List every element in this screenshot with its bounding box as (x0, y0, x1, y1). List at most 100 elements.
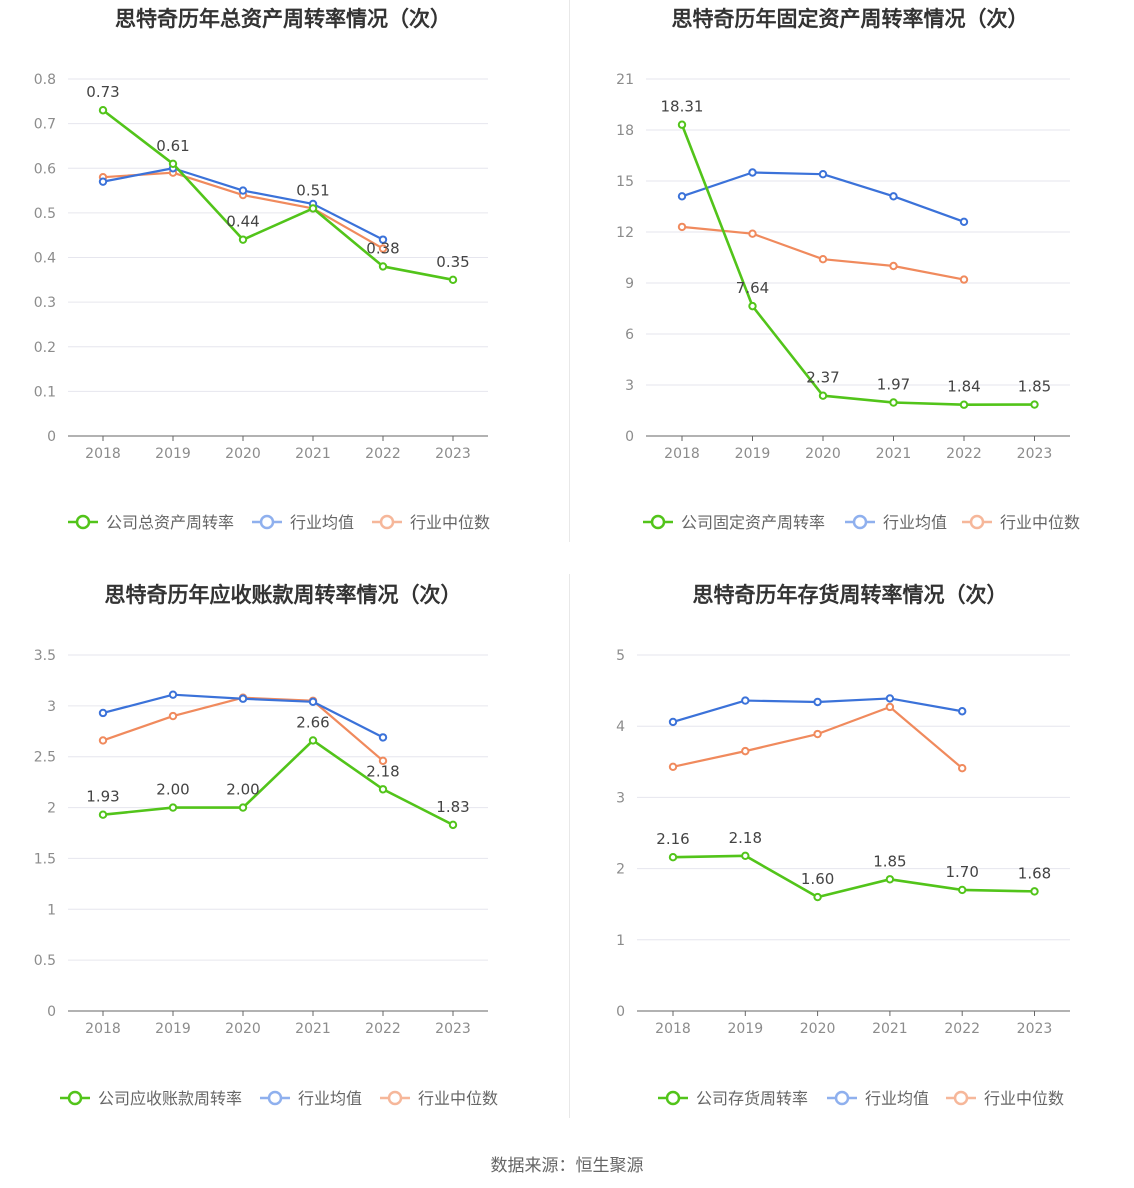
x-tick-label: 2019 (155, 446, 191, 462)
data-label: 1.97 (877, 376, 910, 394)
chart-panel-fixed-asset-turnover: 思特奇历年固定资产周转率情况（次） 0 3 6 9 12 15 18 21 2018 2019 202… (567, 0, 1134, 576)
legend-item-company[interactable]: 公司总资产周转率 (68, 513, 234, 532)
data-label: 2.18 (729, 829, 762, 847)
legend-item-median[interactable]: 行业中位数 (946, 1089, 1064, 1108)
x-tick-label: 2018 (85, 1021, 121, 1037)
x-tick-label: 2022 (365, 446, 401, 462)
chart-svg-receivables-turnover: 思特奇历年应收账款周转率情况（次） 0 0.5 1 1.5 2 2.5 3 3.5 2018 201… (34, 583, 498, 1108)
data-label: 2.66 (296, 713, 329, 731)
data-label: 2.18 (366, 762, 399, 780)
data-point-company (98, 106, 108, 115)
data-label: 2.16 (656, 830, 689, 848)
chart-title: 思特奇历年应收账款周转率情况（次） (105, 583, 462, 607)
data-point-company (748, 301, 757, 311)
legend-label: 行业均值 (298, 1089, 362, 1108)
data-point-median (748, 229, 757, 238)
data-point-company (308, 204, 318, 213)
data-point-company (378, 262, 388, 271)
legend-label: 行业中位数 (984, 1089, 1064, 1108)
legend-marker (379, 514, 395, 530)
legend-label: 公司固定资产周转率 (681, 513, 825, 532)
data-label: 1.70 (945, 863, 978, 881)
y-tick-label: 18 (616, 123, 634, 139)
y-tick-label: 6 (625, 327, 634, 343)
data-point-company (448, 275, 458, 285)
y-tick-label: 2 (616, 862, 625, 878)
y-tick-label: 12 (616, 225, 634, 241)
y-tick-label: 0.2 (34, 340, 56, 356)
y-tick-label: 0.5 (34, 953, 56, 969)
legend-item-average[interactable]: 行业均值 (827, 1089, 929, 1108)
legend-marker (387, 1090, 403, 1106)
y-tick-label: 3 (625, 378, 634, 394)
x-tick-label: 2020 (800, 1021, 836, 1037)
y-tick-label: 3 (616, 790, 625, 806)
data-point-company (168, 803, 178, 812)
data-point-average (98, 708, 108, 718)
series-line-average (681, 171, 965, 223)
x-tick-label: 2018 (655, 1021, 691, 1037)
data-point-average (378, 235, 388, 244)
y-tick-label: 3.5 (34, 648, 56, 664)
legend-item-median[interactable]: 行业中位数 (372, 513, 490, 532)
data-point-company (1030, 400, 1039, 409)
data-point-company (238, 803, 248, 812)
data-point-median (741, 746, 750, 756)
legend-marker (267, 1090, 283, 1106)
data-point-average (378, 733, 388, 742)
legend-item-average[interactable]: 行业均值 (845, 513, 947, 532)
data-point-company (98, 810, 108, 819)
x-tick-label: 2018 (85, 446, 121, 462)
data-point-average (958, 707, 967, 716)
data-point-company (668, 853, 678, 862)
data-label: 1.84 (947, 378, 980, 396)
data-point-median (378, 756, 388, 765)
x-tick-label: 2023 (435, 446, 471, 462)
y-tick-label: 9 (625, 276, 634, 292)
data-label: 0.44 (226, 213, 259, 231)
x-tick-label: 2023 (435, 1021, 471, 1037)
series-line-median (102, 696, 384, 762)
x-tick-label: 2021 (295, 1021, 331, 1037)
data-label: 2.00 (226, 781, 259, 799)
data-point-average (889, 192, 898, 201)
data-point-average (168, 690, 178, 699)
legend-item-median[interactable]: 行业中位数 (962, 513, 1080, 532)
data-point-average (813, 697, 822, 707)
data-label: 1.68 (1018, 864, 1051, 882)
y-tick-label: 0 (47, 429, 56, 445)
legend-item-average[interactable]: 行业均值 (260, 1089, 362, 1108)
x-tick-label: 2019 (155, 1021, 191, 1037)
data-point-company (741, 851, 750, 860)
y-tick-label: 0.1 (34, 384, 56, 400)
y-tick-label: 0.4 (34, 251, 56, 267)
data-label: 2.37 (806, 369, 839, 387)
y-tick-label: 0.6 (34, 161, 56, 177)
legend-item-company[interactable]: 公司应收账款周转率 (60, 1089, 242, 1108)
chart-panel-inventory-turnover: 思特奇历年存货周转率情况（次） 0 1 2 3 4 5 2018 2019 2020 2021 202… (567, 576, 1134, 1152)
data-label: 0.61 (156, 137, 189, 155)
legend-item-median[interactable]: 行业中位数 (380, 1089, 498, 1108)
legend-item-company[interactable]: 公司存货周转率 (658, 1089, 808, 1108)
y-tick-label: 1 (47, 902, 56, 918)
data-point-average (959, 217, 969, 227)
y-tick-label: 0.7 (34, 117, 56, 133)
data-point-median (668, 762, 678, 771)
y-tick-label: 0.8 (34, 72, 56, 88)
data-label: 18.31 (661, 98, 704, 116)
data-point-company (308, 736, 318, 745)
data-point-company (1030, 887, 1039, 896)
data-label: 7.64 (736, 279, 769, 297)
legend-label: 行业均值 (883, 513, 947, 532)
data-label: 1.83 (436, 798, 469, 816)
x-tick-label: 2022 (365, 1021, 401, 1037)
data-source-label: 数据来源：恒生聚源 (490, 1156, 644, 1176)
chart-panel-receivables-turnover: 思特奇历年应收账款周转率情况（次） 0 0.5 1 1.5 2 2.5 3 3.5 2018 201… (0, 576, 567, 1152)
data-point-company (448, 820, 458, 830)
data-label: 1.93 (86, 788, 119, 806)
series-line-company (102, 739, 454, 827)
data-point-company (818, 391, 828, 400)
legend-item-average[interactable]: 行业均值 (252, 513, 354, 532)
legend-item-company[interactable]: 公司固定资产周转率 (643, 513, 825, 532)
y-tick-label: 0.5 (34, 206, 56, 222)
